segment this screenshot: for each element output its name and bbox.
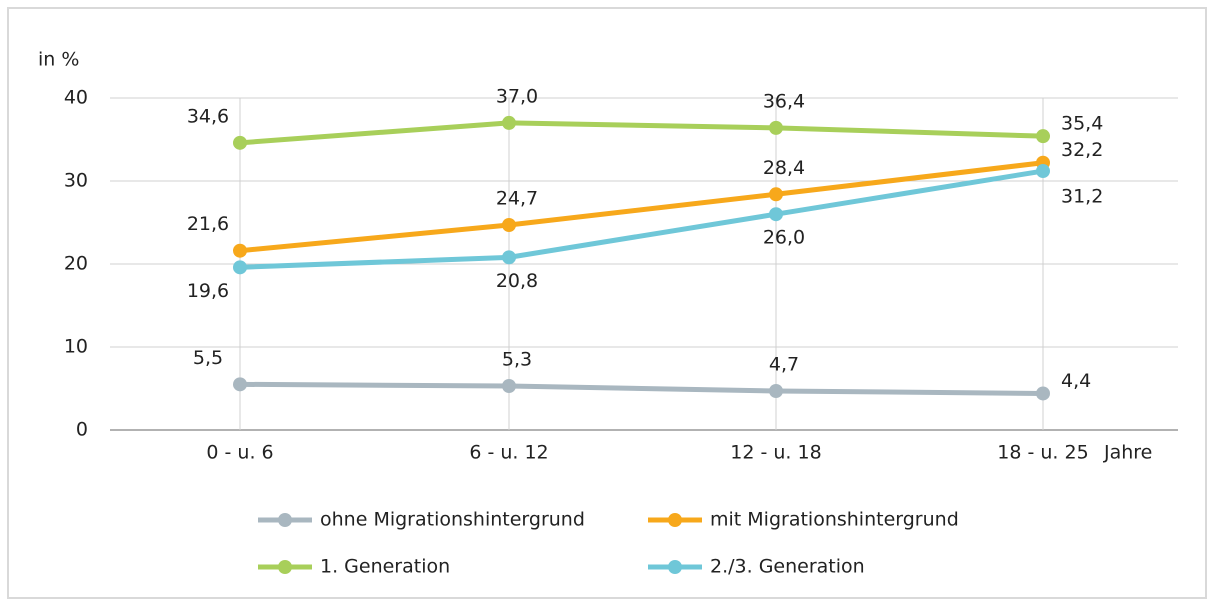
legend-label: 1. Generation <box>320 556 450 578</box>
data-label: 32,2 <box>1061 139 1103 161</box>
chart-frame <box>7 7 1207 599</box>
y-tick-label: 40 <box>64 87 88 109</box>
data-label: 5,5 <box>193 347 223 369</box>
point <box>233 260 247 275</box>
data-label: 4,4 <box>1061 370 1091 392</box>
series-line <box>239 381 1044 396</box>
legend-marker <box>668 560 682 574</box>
point <box>233 377 247 392</box>
data-label: 5,3 <box>502 349 532 371</box>
y-tick-label: 0 <box>76 419 88 441</box>
legend-marker <box>278 560 292 574</box>
point <box>769 187 783 202</box>
x-tick-label: 0 - u. 6 <box>206 442 273 464</box>
point <box>1036 129 1050 144</box>
point <box>502 217 516 232</box>
y-tick-label: 20 <box>64 253 88 275</box>
data-label: 20,8 <box>496 270 538 292</box>
x-axis-label: Jahre <box>1103 442 1152 464</box>
point <box>769 383 783 398</box>
point <box>502 250 516 265</box>
y-tick-label: 30 <box>64 170 88 192</box>
legend-marker <box>278 513 292 527</box>
legend-label: 2./3. Generation <box>710 556 865 578</box>
data-label: 24,7 <box>496 187 538 209</box>
x-tick-label: 6 - u. 12 <box>469 442 548 464</box>
data-label: 35,4 <box>1061 113 1103 135</box>
point <box>1036 386 1050 401</box>
legend-label: ohne Migrationshintergrund <box>320 509 585 531</box>
data-label: 37,0 <box>496 85 538 107</box>
data-label: 28,4 <box>763 157 805 179</box>
data-label: 26,0 <box>763 227 805 249</box>
point <box>502 115 516 130</box>
y-axis-label: in % <box>38 49 79 71</box>
legend-marker <box>668 513 682 527</box>
point <box>233 243 247 258</box>
point <box>769 120 783 135</box>
point <box>769 207 783 222</box>
x-tick-label: 18 - u. 25 <box>997 442 1088 464</box>
point <box>1036 164 1050 179</box>
data-label: 36,4 <box>763 90 805 112</box>
data-label: 31,2 <box>1061 186 1103 208</box>
data-label: 34,6 <box>187 105 229 127</box>
point <box>502 379 516 394</box>
point <box>233 135 247 150</box>
legend-label: mit Migrationshintergrund <box>710 509 959 531</box>
y-tick-label: 10 <box>64 336 88 358</box>
data-label: 21,6 <box>187 213 229 235</box>
data-label: 4,7 <box>769 353 799 375</box>
series-line <box>239 120 1044 146</box>
series-line <box>239 168 1044 270</box>
x-tick-label: 12 - u. 18 <box>730 442 821 464</box>
data-label: 19,6 <box>187 280 229 302</box>
series-line <box>239 160 1044 254</box>
